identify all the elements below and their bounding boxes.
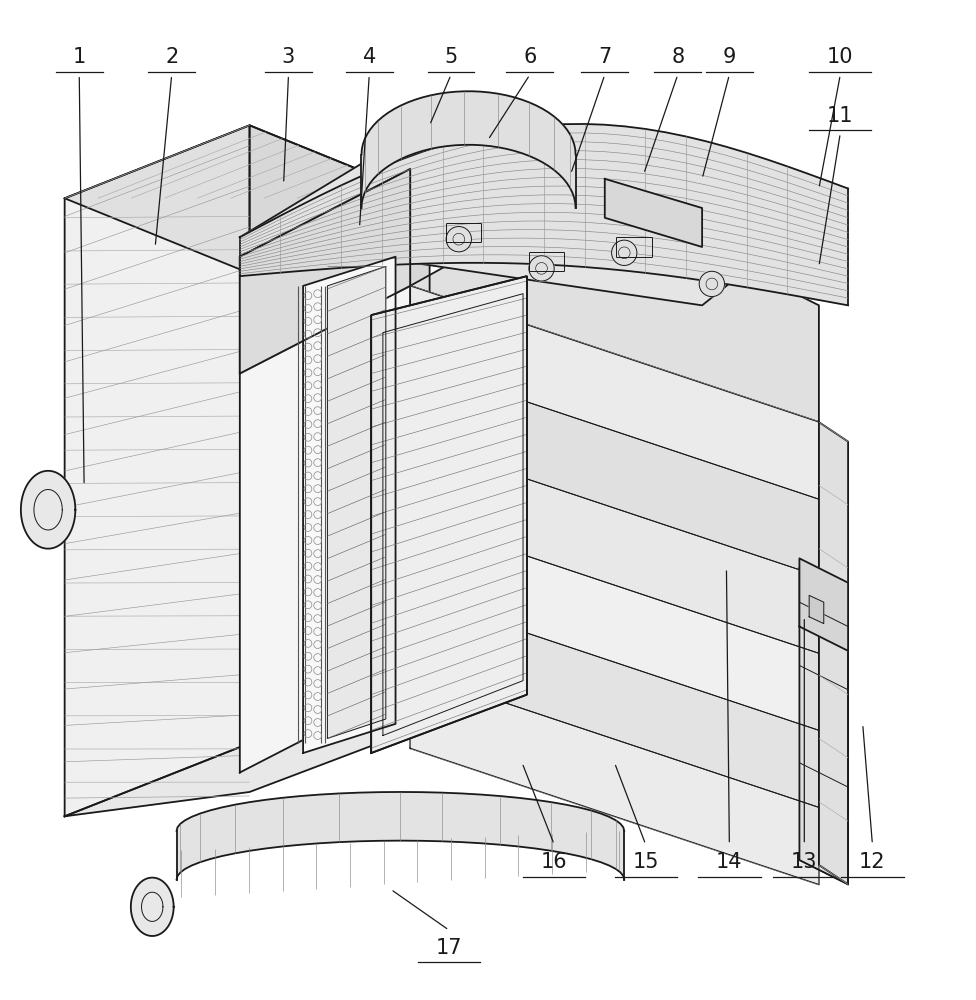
- Polygon shape: [809, 595, 824, 624]
- Text: 5: 5: [444, 47, 458, 67]
- Polygon shape: [250, 125, 429, 743]
- Polygon shape: [240, 169, 410, 773]
- Text: 17: 17: [436, 938, 463, 958]
- Text: 16: 16: [541, 852, 567, 872]
- Polygon shape: [410, 286, 819, 499]
- Text: 15: 15: [632, 852, 659, 872]
- Polygon shape: [20, 471, 75, 549]
- Polygon shape: [410, 671, 819, 884]
- Polygon shape: [410, 517, 819, 730]
- Polygon shape: [410, 189, 819, 422]
- Polygon shape: [410, 594, 819, 807]
- Polygon shape: [327, 266, 386, 738]
- Circle shape: [446, 227, 471, 252]
- Text: 4: 4: [363, 47, 376, 67]
- Polygon shape: [361, 91, 576, 208]
- Polygon shape: [819, 422, 848, 884]
- Text: 3: 3: [282, 47, 295, 67]
- Polygon shape: [410, 286, 819, 884]
- Polygon shape: [64, 125, 429, 271]
- Circle shape: [699, 271, 724, 297]
- Text: 13: 13: [791, 852, 818, 872]
- Polygon shape: [410, 363, 819, 576]
- Text: 6: 6: [523, 47, 537, 67]
- Polygon shape: [64, 125, 250, 816]
- Circle shape: [612, 240, 637, 265]
- Polygon shape: [240, 111, 848, 305]
- Polygon shape: [304, 257, 395, 753]
- Polygon shape: [799, 558, 848, 651]
- Text: 2: 2: [165, 47, 179, 67]
- Circle shape: [529, 256, 554, 281]
- Text: 7: 7: [598, 47, 611, 67]
- Polygon shape: [240, 169, 410, 373]
- Polygon shape: [605, 179, 702, 247]
- Text: 14: 14: [716, 852, 743, 872]
- Text: 12: 12: [859, 852, 885, 872]
- Polygon shape: [177, 792, 625, 880]
- Text: 1: 1: [72, 47, 86, 67]
- Polygon shape: [799, 568, 848, 884]
- Polygon shape: [371, 276, 527, 753]
- Polygon shape: [240, 169, 410, 373]
- Polygon shape: [410, 440, 819, 653]
- Polygon shape: [131, 878, 174, 936]
- Text: 11: 11: [827, 106, 854, 126]
- Polygon shape: [64, 724, 429, 816]
- Polygon shape: [240, 124, 848, 305]
- Text: 10: 10: [827, 47, 854, 67]
- Text: 9: 9: [722, 47, 736, 67]
- Text: 8: 8: [671, 47, 684, 67]
